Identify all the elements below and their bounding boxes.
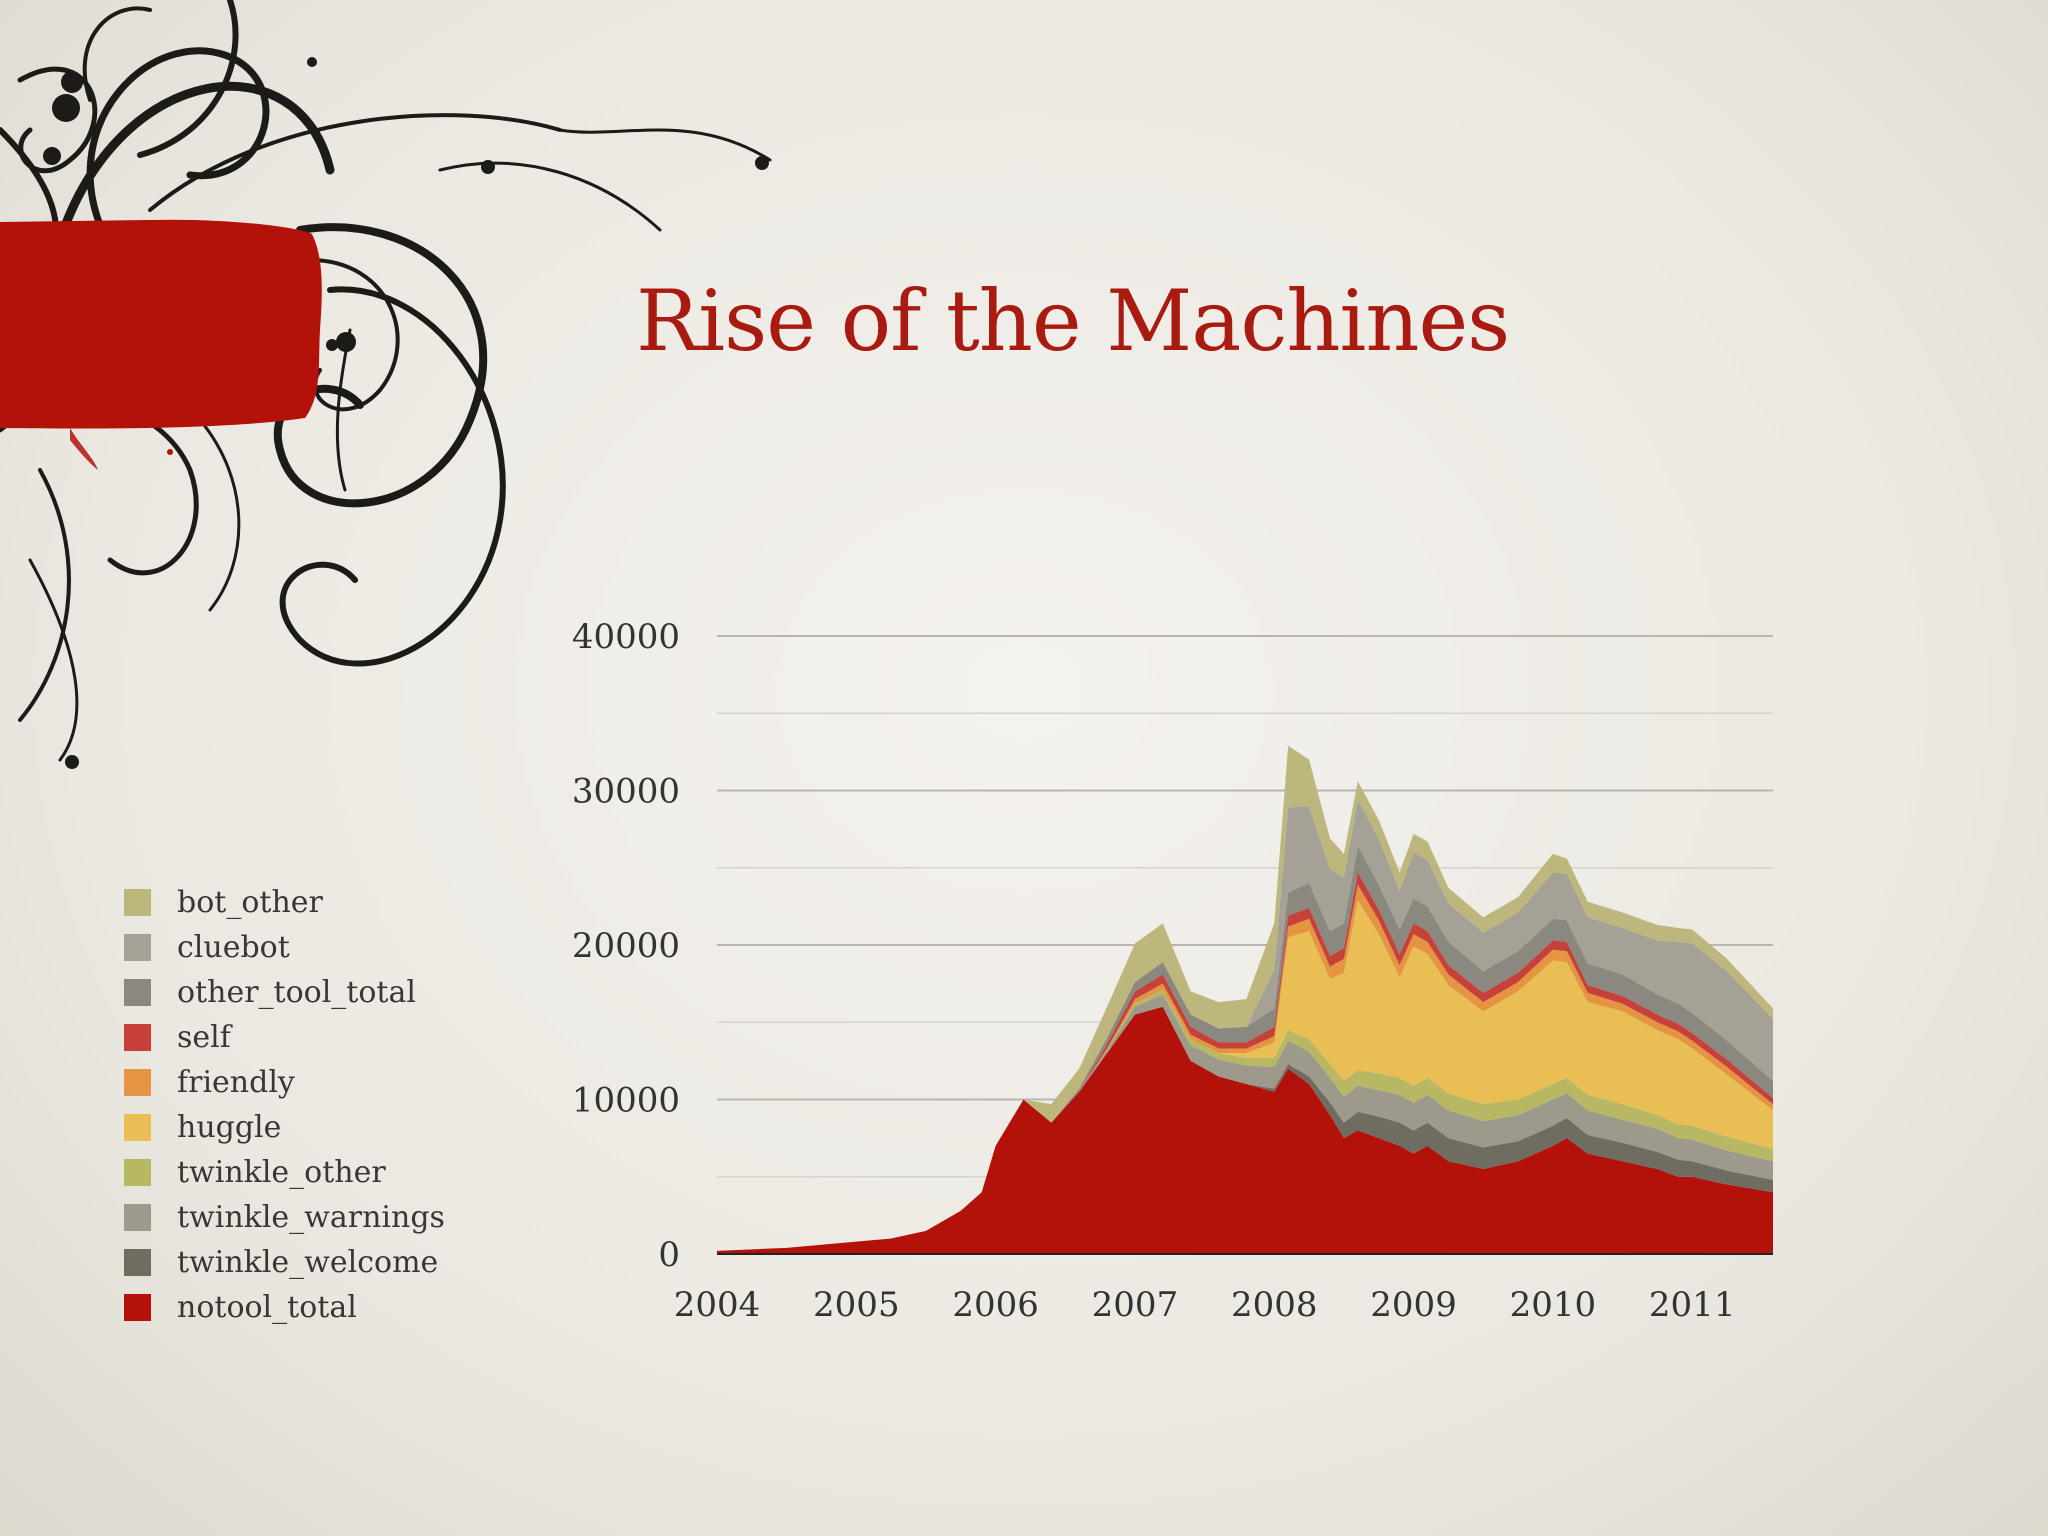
legend-swatch bbox=[124, 889, 151, 916]
legend-swatch bbox=[124, 979, 151, 1006]
x-tick-label: 2009 bbox=[1370, 1285, 1457, 1325]
legend-label: twinkle_warnings bbox=[177, 1200, 445, 1235]
decorative-flourish bbox=[0, 0, 772, 769]
legend-swatch bbox=[124, 1249, 151, 1276]
legend-label: other_tool_total bbox=[177, 975, 416, 1010]
legend-item: self bbox=[124, 1015, 445, 1060]
flourish-dots bbox=[43, 57, 769, 769]
x-tick-label: 2007 bbox=[1092, 1285, 1179, 1325]
legend-label: notool_total bbox=[177, 1290, 357, 1325]
red-paint-stroke bbox=[0, 219, 322, 429]
legend-item: cluebot bbox=[124, 925, 445, 970]
slide-title: Rise of the Machines bbox=[636, 272, 1510, 370]
legend-label: twinkle_welcome bbox=[177, 1245, 439, 1280]
axis-ticks: 0 10000 20000 30000 40000 2004 2005 2006 2007 200… bbox=[572, 617, 1736, 1325]
area-huggle bbox=[717, 900, 1773, 1251]
area-notool-total bbox=[717, 1006, 1773, 1254]
x-tick-label: 2011 bbox=[1649, 1285, 1736, 1325]
legend-item: huggle bbox=[124, 1105, 445, 1150]
legend-item: other_tool_total bbox=[124, 970, 445, 1015]
legend-label: bot_other bbox=[177, 885, 323, 920]
y-tick-label: 10000 bbox=[572, 1081, 680, 1121]
legend-label: self bbox=[177, 1020, 231, 1055]
area-twinkle-welcome bbox=[717, 1006, 1773, 1251]
legend-item: notool_total bbox=[124, 1285, 445, 1330]
legend-item: bot_other bbox=[124, 880, 445, 925]
y-tick-label: 40000 bbox=[572, 617, 680, 657]
y-tick-label: 0 bbox=[658, 1235, 680, 1275]
legend-label: friendly bbox=[177, 1065, 295, 1100]
x-tick-label: 2006 bbox=[952, 1285, 1039, 1325]
legend-label: cluebot bbox=[177, 930, 290, 965]
legend-label: huggle bbox=[177, 1110, 282, 1145]
legend-label: twinkle_other bbox=[177, 1155, 386, 1190]
y-tick-label: 30000 bbox=[572, 772, 680, 812]
legend-item: friendly bbox=[124, 1060, 445, 1105]
legend-swatch bbox=[124, 1024, 151, 1051]
legend-swatch bbox=[124, 1114, 151, 1141]
x-tick-label: 2005 bbox=[813, 1285, 900, 1325]
legend-swatch bbox=[124, 1204, 151, 1231]
x-tick-label: 2010 bbox=[1510, 1285, 1597, 1325]
x-tick-label: 2008 bbox=[1231, 1285, 1318, 1325]
y-tick-label: 20000 bbox=[572, 926, 680, 966]
legend-swatch bbox=[124, 934, 151, 961]
area-series bbox=[717, 745, 1773, 1254]
legend-item: twinkle_warnings bbox=[124, 1195, 445, 1240]
legend-item: twinkle_other bbox=[124, 1150, 445, 1195]
x-tick-label: 2004 bbox=[674, 1285, 761, 1325]
legend-swatch bbox=[124, 1069, 151, 1096]
legend-swatch bbox=[124, 1159, 151, 1186]
legend-swatch bbox=[124, 1294, 151, 1321]
legend-item: twinkle_welcome bbox=[124, 1240, 445, 1285]
